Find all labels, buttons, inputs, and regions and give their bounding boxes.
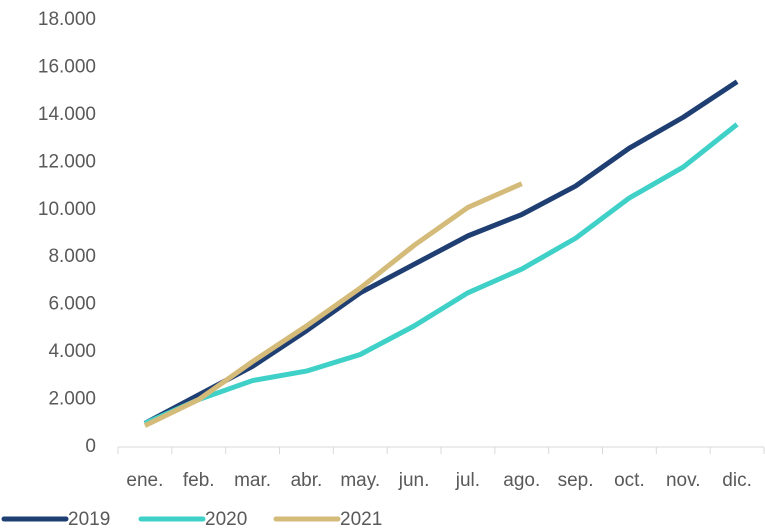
- x-tick-label: feb.: [183, 470, 215, 491]
- y-tick-label: 10.000: [38, 199, 96, 220]
- y-tick-label: 8.000: [48, 246, 96, 267]
- x-tick-label: jul.: [455, 470, 480, 491]
- legend-label: 2020: [205, 509, 247, 530]
- y-tick-label: 16.000: [38, 56, 96, 77]
- x-tick-label: may.: [340, 470, 380, 491]
- series-line: [143, 181, 523, 428]
- y-tick-label: 6.000: [48, 294, 96, 315]
- y-tick-label: 0: [85, 436, 96, 457]
- legend-label: 2021: [340, 509, 382, 530]
- x-tick-label: ago.: [503, 470, 540, 491]
- x-tick-label: ene.: [126, 470, 163, 491]
- x-tick-label: mar.: [234, 470, 271, 491]
- y-tick-label: 12.000: [38, 151, 96, 172]
- y-tick-label: 18.000: [38, 9, 96, 30]
- y-tick-label: 14.000: [38, 104, 96, 125]
- x-tick-label: oct.: [614, 470, 645, 491]
- y-tick-label: 2.000: [48, 389, 96, 410]
- legend-label: 2019: [68, 509, 110, 530]
- x-tick-label: jun.: [398, 470, 430, 491]
- series-line: [143, 79, 739, 426]
- x-tick-label: abr.: [291, 470, 323, 491]
- y-tick-label: 4.000: [48, 341, 96, 362]
- x-tick-label: dic.: [722, 470, 752, 491]
- x-tick-label: sep.: [558, 470, 594, 491]
- series-line: [143, 122, 739, 426]
- x-tick-label: nov.: [666, 470, 701, 491]
